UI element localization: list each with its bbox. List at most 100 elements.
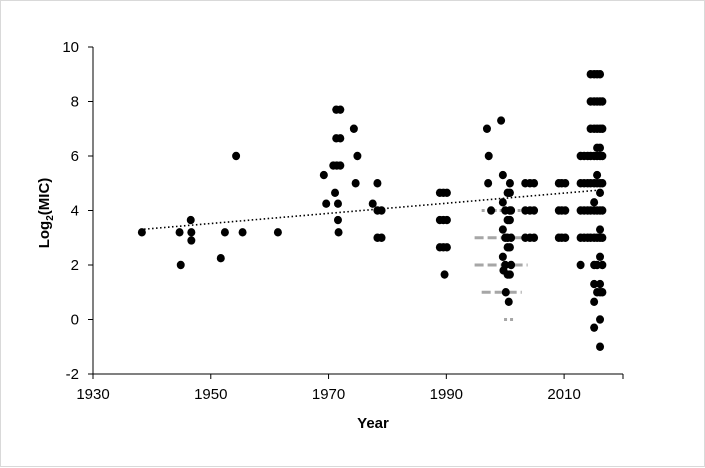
data-point [596,70,605,79]
data-points [137,70,607,351]
axes [88,46,624,379]
data-point [505,179,514,188]
data-point [349,124,358,133]
data-point [232,151,241,161]
data-point [501,288,510,297]
data-point [498,225,507,234]
data-point [442,215,451,225]
y-tick-label: 4 [71,203,79,220]
data-point [319,170,328,180]
data-point [497,116,506,125]
data-point [505,188,514,197]
y-tick-label: 8 [71,94,79,111]
data-point [333,199,342,208]
data-point [561,233,570,242]
data-point [238,228,247,237]
data-point [596,315,605,324]
data-point [505,243,514,252]
data-point [187,236,196,245]
data-point [561,179,570,188]
data-point [530,179,539,188]
data-point [505,270,514,279]
y-tick-label: -2 [66,366,79,383]
x-tick-label: 1990 [430,386,463,403]
data-point [440,270,449,279]
data-point [590,198,599,207]
data-point [442,188,451,197]
tick-labels: -2 0 2 4 6 8 10 1930 1950 1970 1990 2010 [62,39,580,403]
x-tick-label: 1950 [194,386,227,403]
y-tick-label: 10 [62,39,79,56]
y-tick-label: 0 [71,312,79,329]
data-point [596,252,605,262]
data-point [331,188,340,197]
data-point [598,260,607,270]
data-point [590,297,599,306]
data-point [501,260,510,270]
data-point [505,215,514,225]
x-tick-label: 1970 [312,386,345,403]
data-point [576,260,585,270]
data-point [507,233,516,242]
data-point [351,179,360,188]
data-point [220,228,229,237]
data-point [442,243,451,252]
data-point [596,279,605,289]
data-point [334,228,343,237]
x-axis-title: Year [357,415,389,432]
y-tick-label: 6 [71,148,79,165]
data-point [598,151,607,161]
trendline [140,189,600,231]
data-point [596,225,605,234]
data-point [186,215,195,225]
data-point [598,97,607,106]
data-point [530,233,539,242]
data-point [596,143,605,153]
data-point [333,215,342,225]
data-point [498,252,507,262]
data-point [482,124,491,133]
data-point [368,199,377,208]
data-point [598,206,607,215]
trendline-layer [140,189,600,231]
data-point [353,151,362,161]
data-point [336,134,345,143]
data-point [507,206,516,215]
data-point [273,228,282,237]
data-point [590,279,599,289]
x-tick-label: 1930 [76,386,109,403]
data-point [336,105,345,114]
x-tick-label: 2010 [547,386,580,403]
data-point [593,170,602,180]
data-point [377,233,386,242]
y-tick-label: 2 [71,257,79,274]
data-point [498,170,507,180]
data-point [484,179,493,188]
data-point [598,233,607,242]
data-point [336,161,345,170]
data-point [373,179,382,188]
data-point [322,199,331,208]
data-point [498,198,507,207]
data-point [504,297,513,306]
data-point [596,188,605,197]
data-point [216,253,225,263]
data-point [598,124,607,133]
data-point [596,342,605,351]
data-point [377,206,386,215]
data-point [598,288,607,297]
data-point [187,228,196,237]
data-point [530,206,539,215]
data-point [137,228,146,237]
data-point [561,206,570,215]
data-point [484,151,493,161]
data-point [507,260,516,270]
data-point [598,179,607,188]
data-point [176,260,185,270]
y-axis-title: Log2(MIC) [36,178,56,249]
data-point [175,228,184,237]
data-point [590,323,599,332]
data-point [487,206,496,215]
